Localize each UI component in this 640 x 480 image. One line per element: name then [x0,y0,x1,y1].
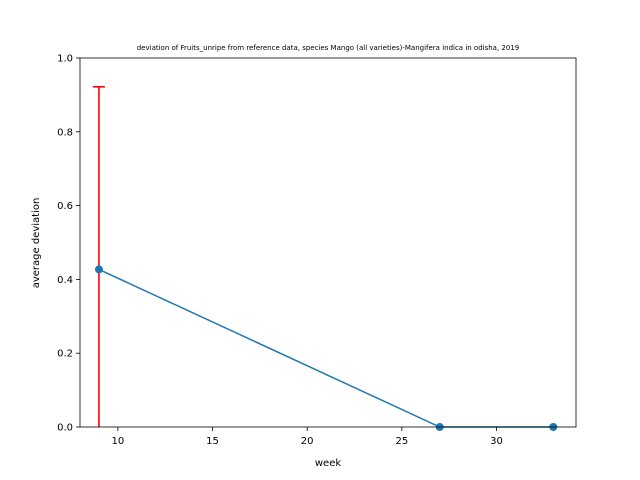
x-axis-label: week [315,458,341,469]
y-tick-label: 0.6 [57,201,73,212]
x-tick-label: 15 [206,436,219,447]
x-tick-label: 25 [395,436,408,447]
data-point-0-0 [94,265,103,274]
series-line-0 [98,268,554,428]
chart-title: deviation of Fruits_unripe from referenc… [137,44,520,52]
plot-area [92,85,558,431]
y-tick-label: 1.0 [57,54,73,65]
plot-frame [79,57,577,428]
y-tick-label: 0.0 [57,423,73,434]
y-tick-label: 0.2 [57,349,73,360]
y-tick-label: 0.8 [57,127,73,138]
y-axis: 0.0 0.2 0.4 0.6 0.8 1.0 [57,54,80,434]
y-tick-label: 0.4 [57,275,73,286]
x-tick-label: 20 [301,436,314,447]
y-axis-label: average deviation [31,198,42,289]
x-tick-label: 10 [111,436,124,447]
x-axis: 10 15 20 25 30 [111,427,503,447]
x-tick-label: 30 [490,436,503,447]
